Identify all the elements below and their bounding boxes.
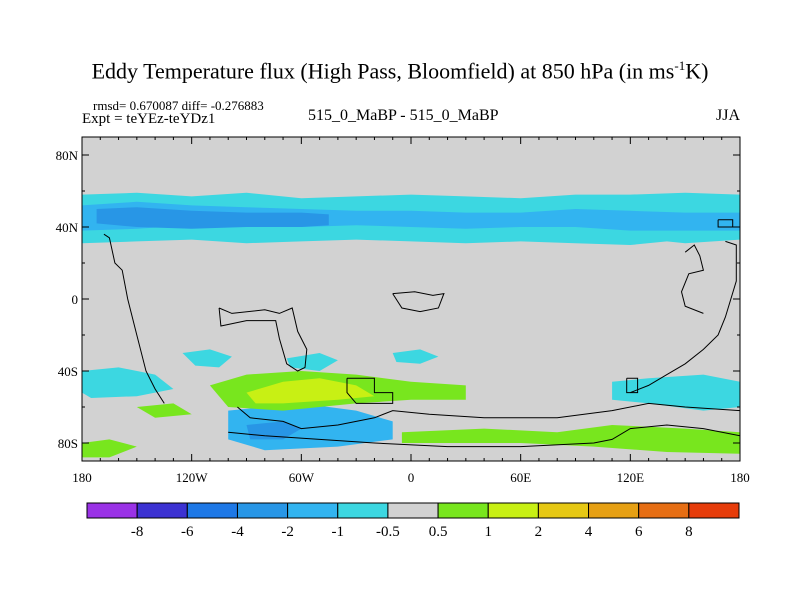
chart-title-end: K) (685, 58, 709, 84)
coastline-se-asia (680, 244, 705, 314)
colorbar: -8 -6 -4 -2 -1 -0.5 0.5 1 2 4 6 8 (86, 502, 740, 540)
x-tick-label-3: 0 (408, 470, 415, 485)
y-tick-label-4: 80S (58, 436, 78, 451)
colorbar-label-3: -2 (281, 524, 294, 540)
axes: 180 120W 60W 0 60E 120E 180 80N 40N 0 40S 80S (56, 137, 750, 485)
contour-fills (82, 192, 740, 458)
colorbar-label-9: 4 (585, 524, 593, 540)
coastline-indian-islands (626, 377, 639, 394)
colorbar-label-4: -1 (332, 524, 345, 540)
season-label: JJA (716, 107, 741, 124)
y-tick-label-3: 40S (58, 364, 78, 379)
colorbar-label-6: 0.5 (429, 524, 448, 540)
contour-region-s-atlantic-patch (392, 349, 439, 364)
colorbar-box-8 (487, 502, 539, 519)
colorbar-label-10: 6 (635, 524, 643, 540)
chart-title: Eddy Temperature flux (High Pass, Bloomf… (0, 58, 800, 84)
contour-region-sw-pacific-patch (82, 367, 174, 398)
colorbar-label-5: -0.5 (376, 524, 400, 540)
colorbar-box-3 (236, 502, 289, 519)
colorbar-box-1 (136, 502, 188, 519)
colorbar-box-11 (638, 502, 690, 519)
x-tick-label-1: 120W (176, 470, 209, 485)
contour-region-s-pacific-patch (182, 349, 232, 368)
contour-region-indian-ocean-cyan (612, 374, 740, 411)
contour-region-s-pac-green (136, 403, 192, 418)
contour-region-drake-patch (286, 353, 338, 371)
contour-region-nh-band-core (96, 207, 329, 229)
colorbar-box-0 (86, 502, 138, 519)
colorbar-box-4 (287, 502, 339, 519)
chart-title-superscript: -1 (674, 58, 686, 73)
x-tick-label-6: 180 (730, 470, 750, 485)
colorbar-label-0: -8 (131, 524, 144, 540)
coastline-americas-coast (103, 233, 165, 404)
colorbar-box-7 (437, 502, 489, 519)
colorbar-box-10 (588, 502, 640, 519)
x-tick-label-0: 180 (72, 470, 92, 485)
colorbar-box-2 (186, 502, 238, 519)
colorbar-box-9 (537, 502, 590, 519)
stats-text: rmsd= 0.670087 diff= -0.276883 (93, 98, 264, 113)
coastlines (103, 219, 740, 448)
chart-title-text: Eddy Temperature flux (High Pass, Bloomf… (91, 58, 675, 84)
colorbar-box-5 (337, 502, 389, 519)
y-tick-label-1: 40N (56, 220, 79, 235)
coastline-s-atlantic-box (346, 377, 394, 404)
colorbar-label-1: -6 (181, 524, 194, 540)
colorbar-box-12 (688, 502, 740, 519)
colorbar-label-2: -4 (231, 524, 244, 540)
colorbar-label-7: 1 (484, 524, 492, 540)
x-tick-label-5: 120E (617, 470, 645, 485)
x-tick-label-2: 60W (289, 470, 315, 485)
x-tick-label-4: 60E (510, 470, 531, 485)
chart-subtitle: 515_0_MaBP - 515_0_MaBP (308, 107, 499, 124)
coastline-south-america (218, 307, 308, 372)
contour-region-ross-green (82, 439, 137, 458)
coastline-africa (392, 291, 445, 313)
colorbar-box-6 (387, 502, 439, 519)
colorbar-label-8: 2 (535, 524, 543, 540)
coastline-antarctica (228, 424, 740, 448)
coastline-nz-box (717, 219, 734, 228)
contour-region-s-atlantic-yellow (246, 378, 375, 404)
y-tick-label-0: 80N (56, 148, 79, 163)
y-tick-label-2: 0 (72, 292, 79, 307)
experiment-label: Expt = teYEz-teYDz1 (82, 111, 216, 127)
contour-region-antarctic-green (401, 425, 740, 454)
coastline-antarctic-margin (237, 402, 740, 430)
colorbar-label-11: 8 (685, 524, 693, 540)
coastline-australia (630, 240, 737, 394)
